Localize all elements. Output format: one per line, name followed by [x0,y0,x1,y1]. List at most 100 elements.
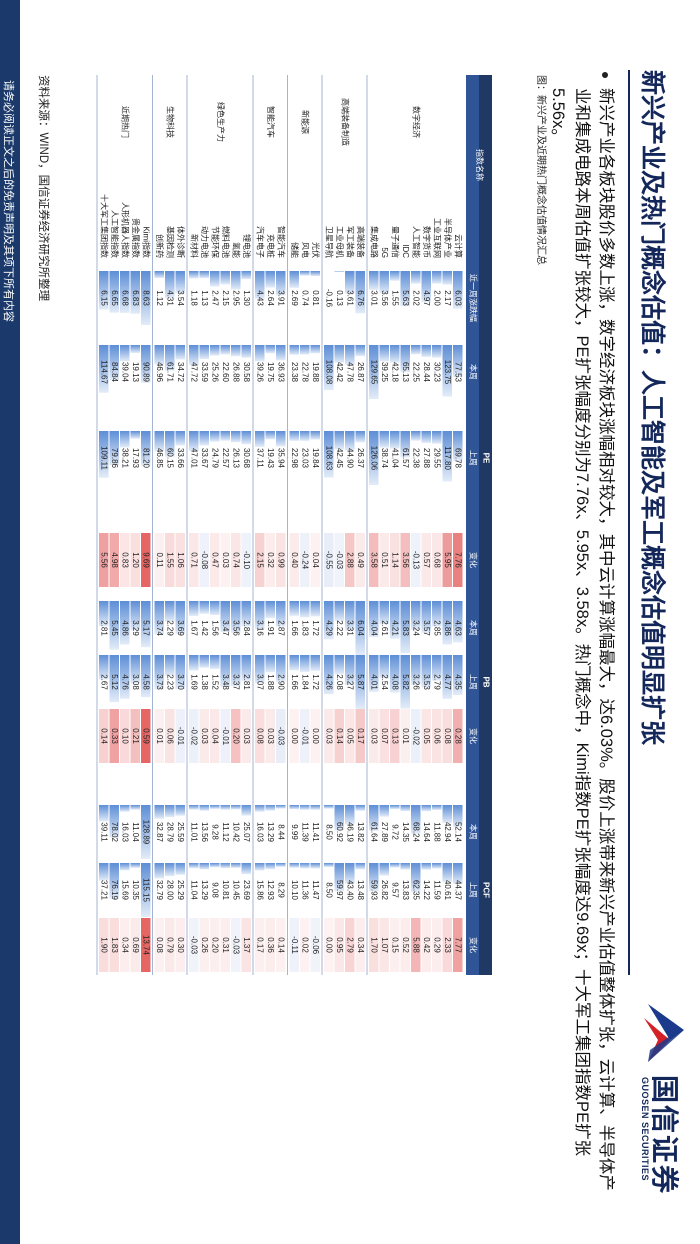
change-cell [141,709,151,763]
cell-value: 6.03 [454,290,463,306]
change-cell [120,709,130,763]
cell-value: 5.45 [110,620,119,636]
cell-value: 47.78 [346,362,355,383]
index-name: 数字货币 [422,226,432,258]
cell-value: 2.69 [290,290,299,306]
cell-value: 0.34 [121,937,130,953]
cell-value: 5.82 [401,674,410,690]
cell-value: 1.70 [370,937,379,953]
cell-value: 0.47 [211,552,220,568]
value-bar [255,655,265,684]
cell-value: 4.26 [325,674,334,690]
cell-value: 2.15 [221,290,230,306]
value-bar [241,345,251,358]
cell-value: 47.01 [190,448,199,469]
cell-value: 3.69 [176,620,185,636]
change-cell [189,533,199,587]
change-cell [276,709,286,763]
index-name: 工业互联网 [433,218,443,258]
cell-value: 3.31 [346,620,355,636]
change-cell [141,918,151,972]
cell-value: 36.93 [277,362,286,383]
value-bar [165,271,175,298]
value-bar [141,431,151,466]
value-bar [453,601,463,643]
cell-value: 76.19 [110,880,119,901]
value-bar [355,601,365,655]
value-bar [265,271,275,288]
value-bar [369,601,379,638]
cell-value: 19.43 [266,448,275,469]
index-name: 贵金属指数 [131,218,141,258]
cell-value: 1.72 [311,620,320,636]
value-bar [300,863,310,869]
value-bar [199,863,209,870]
value-bar [400,431,410,458]
value-bar [276,271,286,296]
change-cell [109,918,119,972]
value-bar [255,345,265,362]
index-name: 十大军工集团指数 [100,194,110,258]
change-cell [141,533,151,587]
cell-value: 9.08 [211,882,220,898]
change-cell [453,709,463,763]
cell-value: 28.00 [166,880,175,901]
change-cell [400,533,410,587]
cell-value: 3.70 [176,674,185,690]
value-bar [165,863,175,877]
value-bar [421,271,431,303]
cell-value: 90.89 [142,362,151,383]
value-bar [379,601,389,625]
cell-value: 2.87 [277,620,286,636]
value-bar [175,655,185,690]
cell-value: 37.21 [100,880,109,901]
change-cell [220,533,230,587]
cell-value: 46.85 [155,448,164,469]
cell-value: 34.72 [176,362,185,383]
cell-value: 15.69 [121,880,130,901]
cell-value: 33.67 [200,448,209,469]
cell-value: 5.56 [100,552,109,568]
cell-value: 1.37 [242,937,251,953]
value-bar [421,431,431,443]
cell-value: 10.81 [221,880,230,901]
value-bar [390,863,400,868]
cell-value: 6.04 [356,620,365,636]
value-bar [379,863,389,876]
cell-value: 15.86 [256,880,265,901]
value-bar [255,271,265,299]
value-bar [390,271,400,281]
cell-value: 0.21 [131,728,140,744]
cell-value: 39.26 [256,362,265,383]
cell-value: 0.42 [422,937,431,953]
cell-value: 0.20 [232,728,241,744]
index-name: 体外诊断 [176,226,186,258]
cell-value: 1.55 [166,552,175,568]
cell-value: 2.81 [100,620,109,636]
cell-value: 1.66 [290,620,299,636]
change-cell [379,918,389,972]
value-bar [432,655,442,681]
value-bar [165,345,175,371]
value-bar [189,345,199,365]
cell-value: 0.07 [380,728,389,744]
section-name: 高端装备制造 [340,98,350,146]
cell-value: -0.16 [325,289,334,308]
cell-value: 61.57 [401,448,410,469]
cell-value: 0.04 [211,728,220,744]
value-bar [199,805,209,811]
cell-value: -0.24 [301,551,310,570]
index-name: 汽车电子 [256,226,266,258]
cell-value: 4.97 [422,290,431,306]
value-bar [189,863,199,869]
change-cell [345,709,355,763]
value-bar [310,863,320,869]
header-sub: 上周 [468,450,477,466]
value-bar [432,805,442,810]
value-bar [220,863,230,869]
value-bar [210,431,220,442]
value-bar [189,271,199,279]
change-cell [289,533,299,587]
change-cell [265,918,275,972]
header-group: PCF [481,882,490,898]
